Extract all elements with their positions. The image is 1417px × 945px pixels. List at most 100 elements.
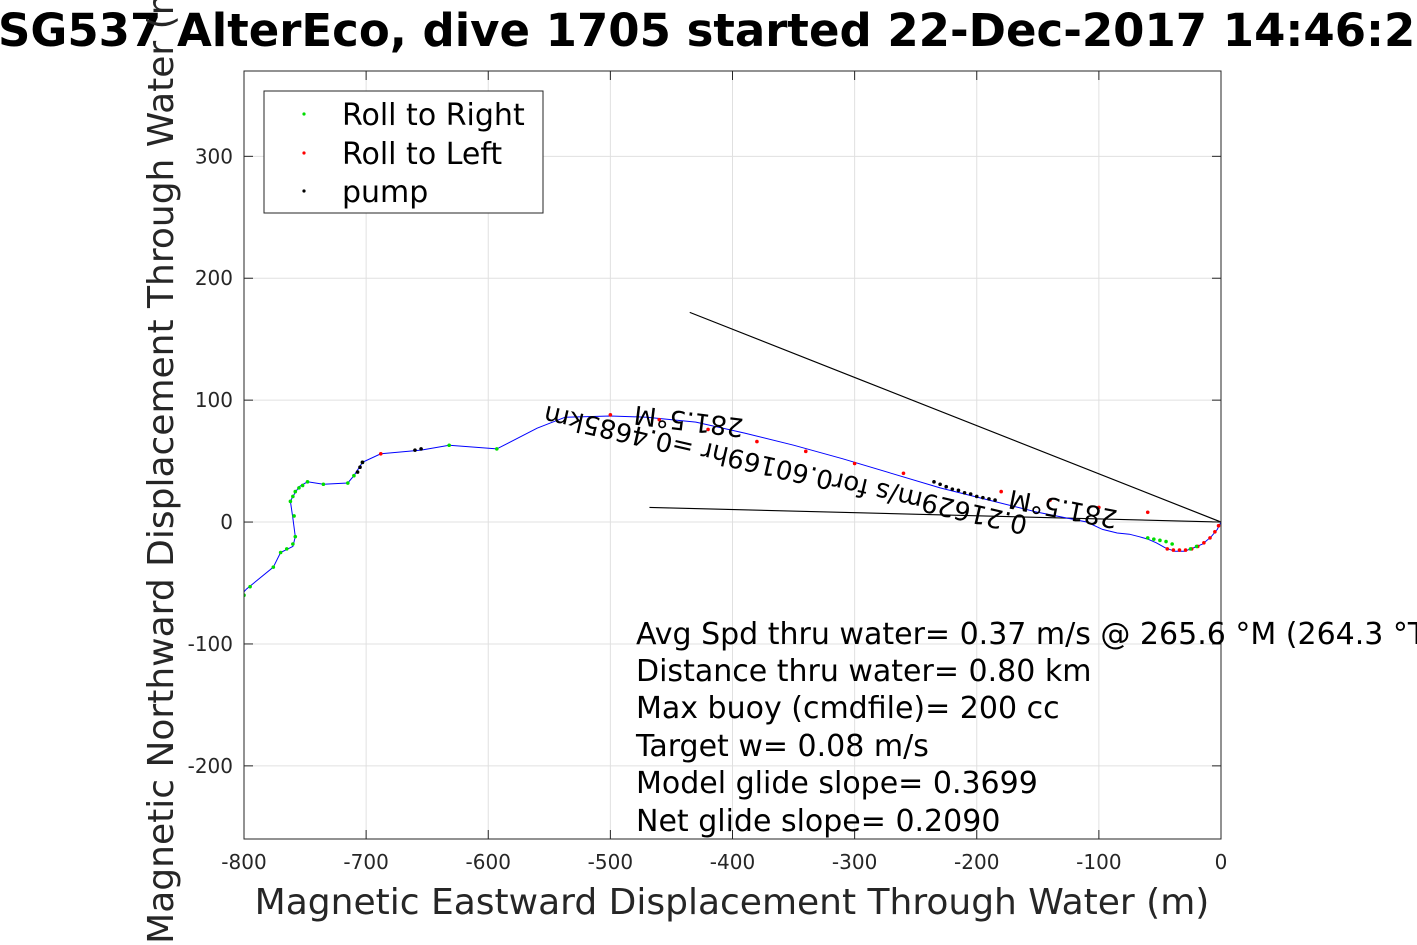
roll-left-marker [1048, 498, 1052, 502]
roll-right-marker [1152, 537, 1156, 541]
legend-label-pump: pump [342, 175, 428, 210]
roll-left-marker [1183, 548, 1188, 552]
axis-ticks: -800 -700 -600 -500 -400 -300 -200 -100 0 -200 -10… [188, 71, 1228, 874]
x-tick-label: -600 [466, 850, 511, 874]
roll-left-marker [1171, 548, 1176, 552]
roll-right-marker [288, 499, 293, 504]
roll-left-marker [1165, 547, 1170, 551]
roll-left-marker [1177, 548, 1182, 552]
annotation-model-glide: Model glide slope= 0.3699 [636, 766, 1038, 801]
roll-right-marker [1194, 544, 1199, 549]
roll-right-marker [494, 447, 499, 451]
roll-left-marker [1213, 530, 1217, 534]
pump-marker [358, 465, 362, 469]
x-tick-label: -500 [588, 850, 633, 874]
roll-right-marker [278, 550, 283, 555]
pump-marker [950, 487, 955, 491]
track-markers [239, 412, 1221, 600]
roll-left-marker [901, 471, 906, 476]
roll-right-marker [1158, 538, 1162, 543]
roll-right-marker [239, 596, 243, 600]
legend-marker-roll-left [302, 151, 306, 155]
roll-right-marker [284, 547, 289, 551]
y-tick-label: 200 [195, 266, 233, 290]
annotation-target-w: Target w= 0.08 m/s [635, 729, 929, 764]
roll-right-marker [300, 483, 305, 488]
pump-marker [419, 447, 423, 451]
y-tick-label: 300 [195, 144, 233, 168]
roll-left-marker [706, 427, 710, 432]
x-tick-label: -400 [710, 850, 755, 874]
y-tick-label: 100 [195, 388, 233, 412]
roll-right-marker [321, 482, 326, 487]
roll-left-marker [1202, 540, 1206, 545]
roll-right-marker [297, 486, 301, 490]
legend-label-roll-right: Roll to Right [342, 98, 525, 133]
x-tick-label: 0 [1215, 850, 1228, 874]
pump-marker [981, 495, 985, 500]
roll-left-marker [1208, 536, 1212, 540]
legend-marker-roll-right [302, 112, 306, 116]
pump-marker [360, 460, 365, 465]
annotation-avg-speed: Avg Spd thru water= 0.37 m/s @ 265.6 °M … [636, 617, 1417, 652]
roll-left-marker [657, 417, 662, 422]
heading-guide-line [689, 311, 1221, 523]
legend-box [263, 90, 544, 214]
roll-right-marker [293, 489, 298, 494]
pump-marker [944, 484, 949, 489]
roll-right-marker [271, 565, 276, 569]
y-tick-label: -200 [188, 754, 233, 778]
roll-left-marker [852, 461, 857, 466]
annotation-max-buoy: Max buoy (cmdfile)= 200 cc [636, 691, 1060, 726]
pump-marker [355, 470, 360, 474]
x-tick-label: -700 [343, 850, 388, 874]
roll-left-marker [999, 489, 1003, 494]
y-tick-label: -100 [188, 632, 233, 656]
roll-right-marker [346, 481, 350, 485]
heading-guide-lines [649, 311, 1221, 523]
legend-marker-pump [302, 189, 306, 193]
pump-marker [938, 482, 942, 487]
x-axis-label: Magnetic Eastward Displacement Through W… [255, 882, 1210, 923]
pump-marker [932, 480, 936, 484]
x-tick-label: -300 [832, 850, 877, 874]
roll-right-marker [305, 480, 310, 484]
heading-guide-line [649, 506, 1221, 523]
annotation-distance: Distance thru water= 0.80 km [636, 654, 1091, 689]
track-line [244, 415, 1221, 593]
pump-marker [413, 448, 417, 452]
pump-marker [968, 492, 973, 496]
legend: Roll to Right Roll to Left pump [263, 90, 544, 214]
roll-left-marker [755, 439, 759, 444]
pump-marker [974, 494, 979, 499]
roll-right-marker [293, 534, 298, 539]
roll-left-marker [608, 412, 613, 417]
pump-marker [987, 497, 991, 501]
x-tick-label: -200 [954, 850, 999, 874]
roll-left-marker [1097, 505, 1101, 510]
roll-right-marker [1145, 536, 1150, 540]
chart-title: SG537 AlterEco, dive 1705 started 22-Dec… [0, 4, 1417, 57]
x-tick-label: -100 [1076, 850, 1121, 874]
roll-right-marker [1170, 542, 1174, 546]
stats-annotation: Avg Spd thru water= 0.37 m/s @ 265.6 °M … [635, 617, 1417, 839]
y-axis-label: Magnetic Northward Displacement Through … [141, 0, 182, 944]
roll-right-marker [248, 584, 252, 589]
pump-marker [993, 498, 997, 502]
roll-left-marker [803, 449, 808, 454]
pump-marker [956, 488, 961, 493]
roll-left-marker [378, 451, 383, 456]
roll-right-marker [291, 542, 295, 546]
roll-left-marker [1145, 510, 1150, 515]
pump-marker [962, 490, 967, 495]
y-tick-label: 0 [220, 510, 233, 534]
x-tick-label: -800 [221, 850, 266, 874]
roll-right-marker [292, 514, 296, 518]
roll-left-marker [1216, 523, 1221, 528]
roll-right-marker [291, 494, 295, 499]
roll-right-marker [447, 443, 451, 448]
roll-right-marker [1164, 539, 1168, 544]
annotation-net-glide: Net glide slope= 0.2090 [636, 804, 1000, 839]
legend-label-roll-left: Roll to Left [342, 137, 502, 172]
